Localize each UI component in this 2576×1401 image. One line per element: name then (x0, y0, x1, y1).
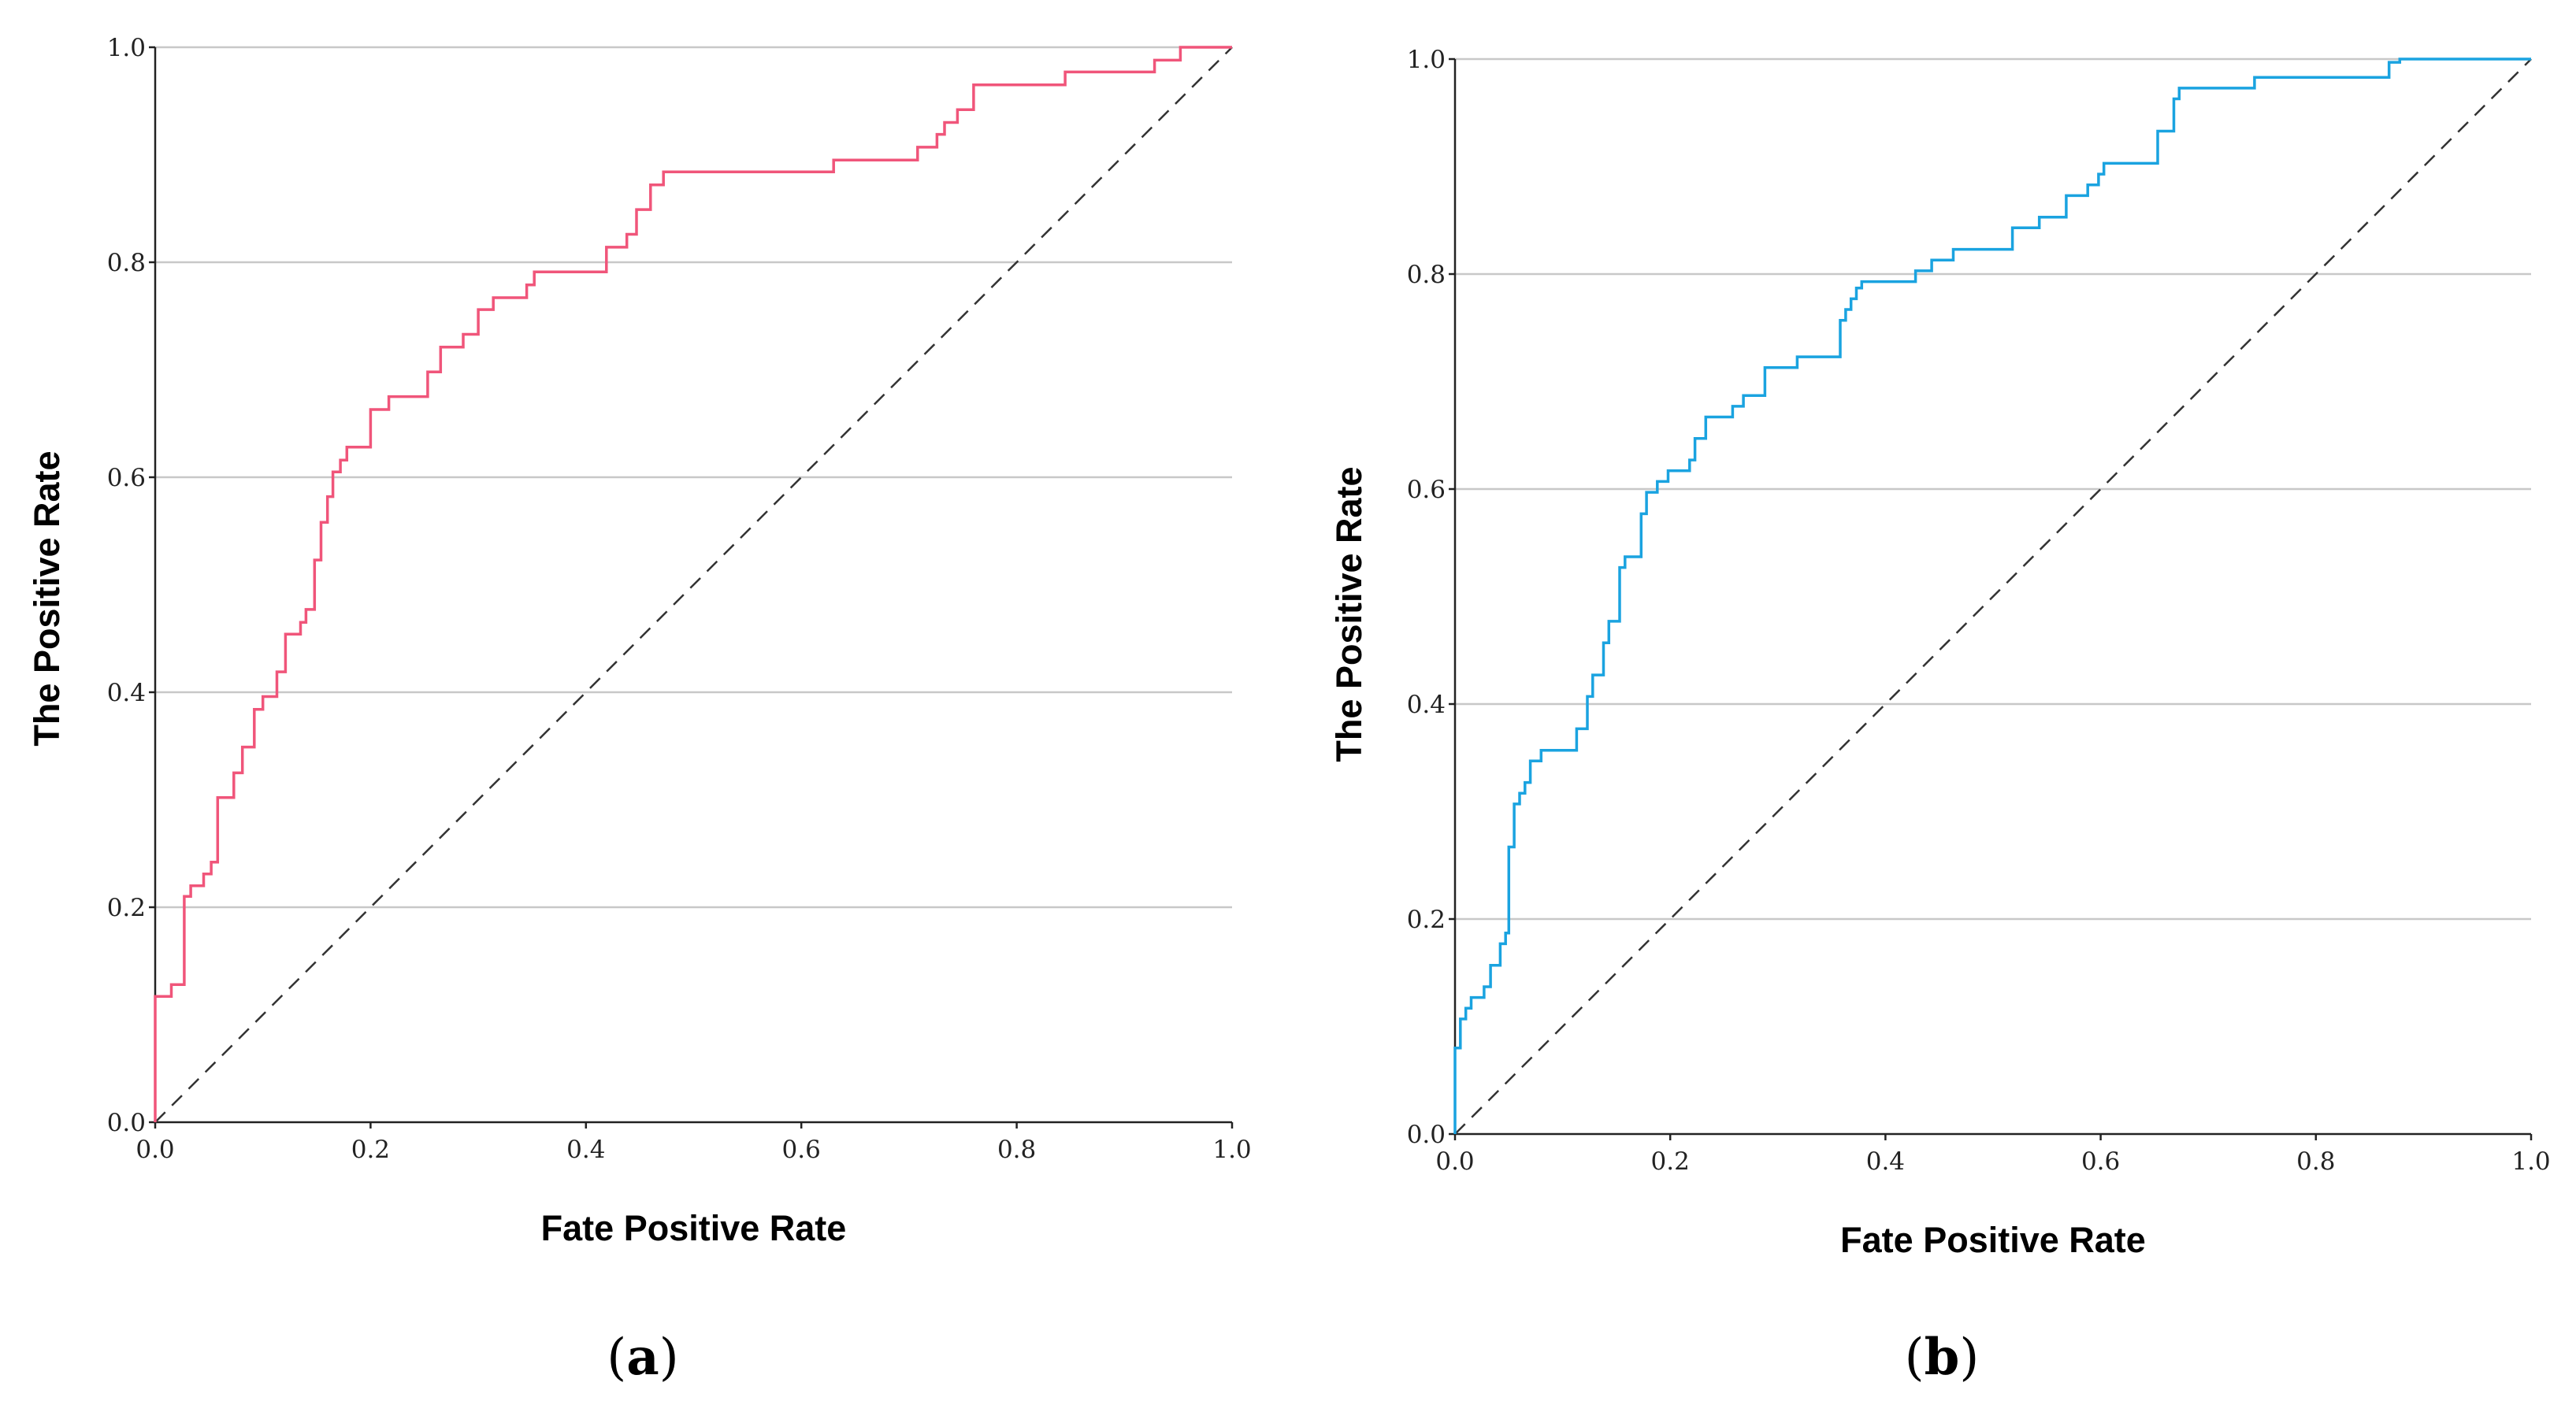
panel-b: 0.0 0.2 0.4 0.6 0.8 1.0 0.0 0.2 0.4 0.6 0.8 1.0 Fate… (1329, 46, 2551, 1387)
x-tick-label-0: 0.0 (135, 1136, 174, 1164)
y-tick-label-2: 0.4 (107, 679, 146, 707)
y-axis-title: The Positive Rate (27, 450, 67, 746)
panel-label: (b) (1905, 1328, 1980, 1387)
y-tick-label-3: 0.6 (107, 464, 146, 492)
y-tick-label-5: 1.0 (1407, 46, 1446, 74)
y-tick-label-3: 0.6 (1407, 476, 1446, 504)
x-axis-title: Fate Positive Rate (541, 1208, 847, 1248)
x-tick-label-1: 0.2 (351, 1136, 390, 1164)
x-tick-label-5: 1.0 (1212, 1136, 1251, 1164)
x-tick-label-2: 0.4 (566, 1136, 605, 1164)
x-tick-label-4: 0.8 (997, 1136, 1036, 1164)
panel-label: (a) (607, 1328, 678, 1387)
reference-diagonal (1454, 58, 2532, 1135)
x-axis-title: Fate Positive Rate (1840, 1220, 2146, 1260)
y-axis-title: The Positive Rate (1329, 466, 1369, 762)
reference-diagonal (154, 46, 1233, 1123)
y-tick-label-0: 0.0 (1407, 1121, 1446, 1149)
panel-label-letter: a (626, 1328, 659, 1387)
y-tick-label-1: 0.2 (107, 894, 146, 922)
panel-label-letter: b (1925, 1328, 1960, 1387)
x-tick-label-2: 0.4 (1866, 1147, 1905, 1176)
x-tick-label-5: 1.0 (2511, 1147, 2550, 1176)
x-tick-label-3: 0.6 (782, 1136, 821, 1164)
x-tick-label-4: 0.8 (2296, 1147, 2335, 1176)
y-tick-label-5: 1.0 (107, 34, 146, 62)
panel-a: 0.0 0.2 0.4 0.6 0.8 1.0 0.0 0.2 0.4 0.6 0.8 1.0 Fate… (27, 34, 1252, 1387)
y-tick-label-4: 0.8 (1407, 261, 1446, 289)
y-tick-label-0: 0.0 (107, 1109, 146, 1137)
roc-curve-line (1453, 57, 2531, 1134)
y-tick-label-4: 0.8 (107, 249, 146, 277)
x-tick-label-3: 0.6 (2081, 1147, 2120, 1176)
x-tick-label-0: 0.0 (1435, 1147, 1474, 1176)
y-tick-label-1: 0.2 (1407, 906, 1446, 934)
x-tick-label-1: 0.2 (1651, 1147, 1690, 1176)
y-tick-label-2: 0.4 (1407, 691, 1446, 719)
roc-curve-line (154, 46, 1232, 1122)
